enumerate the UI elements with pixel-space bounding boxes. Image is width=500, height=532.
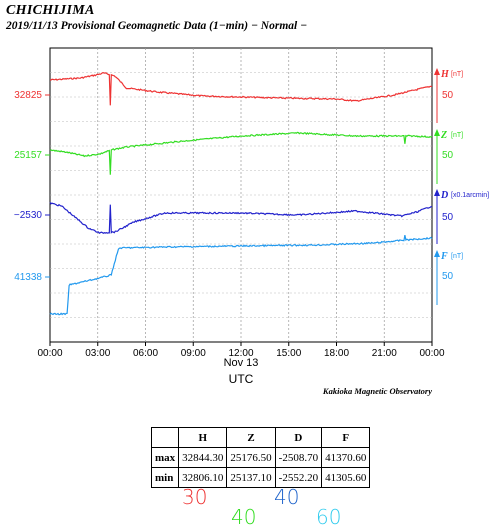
scale-label-z: 50: [442, 150, 454, 161]
stats-header-cell: [150, 427, 180, 448]
series-unit-f: [nT]: [451, 253, 463, 260]
scale-legend-h: 30: [182, 485, 208, 509]
x-tick-label: 09:00: [181, 348, 206, 359]
series-letter-f: F: [440, 251, 448, 262]
stats-header-cell: D: [274, 427, 323, 448]
stats-row-min: min 32806.10 25137.10 -2552.20 41305.60: [150, 467, 371, 488]
stats-table: H Z D F max 32844.30 25176.50 -2508.70 4…: [150, 427, 371, 488]
x-tick-label: 12:00: [228, 348, 253, 359]
arrow-head-icon: [434, 68, 440, 75]
x-tick-label: 00:00: [37, 348, 62, 359]
series-unit-z: [nT]: [451, 132, 463, 139]
station-title: CHICHIJIMA: [6, 3, 95, 18]
scale-label-h: 50: [442, 90, 454, 101]
stats-cell: 25176.50: [226, 447, 276, 468]
series-line-d: [49, 202, 433, 235]
stats-cell: 25137.10: [226, 467, 276, 488]
base-label-f: 41338: [14, 272, 42, 283]
scale-label-f: 50: [442, 271, 454, 282]
base-label-z: 25157: [14, 150, 42, 161]
stats-cell: 41305.60: [321, 467, 371, 488]
stats-cell: 41370.60: [321, 447, 371, 468]
series-line-f: [49, 234, 433, 316]
series-letter-d: D: [440, 190, 448, 201]
stats-cell: min: [150, 467, 180, 488]
scale-legend-d: 40: [274, 485, 300, 509]
stats-header-cell: H: [178, 427, 228, 448]
x-tick-label: 03:00: [85, 348, 110, 359]
x-date-label: Nov 13: [224, 357, 259, 369]
stats-cell: -2552.20: [274, 467, 323, 488]
stats-cell: -2508.70: [274, 447, 323, 468]
arrow-head-icon: [434, 250, 440, 257]
credit-label: Kakioka Magnetic Observatory: [322, 386, 432, 396]
base-label-d: −2530: [14, 210, 43, 221]
base-label-h: 32825: [14, 90, 42, 101]
series-line-z: [49, 131, 433, 175]
arrow-head-icon: [434, 189, 440, 196]
stats-header-row: H Z D F: [150, 427, 371, 448]
x-tick-labels: 00:00 03:00 06:00 09:00 12:00 15:00 18:00 21:00…: [37, 342, 445, 359]
series-unit-h: [nT]: [451, 71, 463, 78]
stats-header-cell: Z: [226, 427, 276, 448]
series-labels: 32825 50H [nT]25157 50Z [nT]−2530 50D [x0.1arc…: [14, 68, 489, 305]
stats-cell: 32806.10: [178, 467, 228, 488]
series-letter-h: H: [440, 69, 450, 80]
x-tick-label: 21:00: [372, 348, 397, 359]
scale-legend-f: 60: [316, 505, 342, 529]
scale-label-d: 50: [442, 212, 454, 223]
stats-header-cell: F: [321, 427, 371, 448]
scale-legend-z: 40: [231, 505, 257, 529]
series-unit-d: [x0.1arcmin]: [451, 192, 489, 199]
magnetogram-chart: 00:00 03:00 06:00 09:00 12:00 15:00 18:00 21:00…: [14, 47, 489, 396]
stats-cell: 32844.30: [178, 447, 228, 468]
x-tick-label: 18:00: [324, 348, 349, 359]
arrow-head-icon: [434, 129, 440, 136]
x-tick-label: 15:00: [276, 348, 301, 359]
series-line-h: [50, 72, 433, 106]
stats-cell: max: [150, 447, 180, 468]
stats-row-max: max 32844.30 25176.50 -2508.70 41370.60: [150, 447, 371, 468]
x-tick-label: 06:00: [133, 348, 158, 359]
chart-subtitle: 2019/11/13 Provisional Geomagnetic Data …: [6, 20, 308, 32]
x-tick-label: 00:00: [419, 348, 444, 359]
series-letter-z: Z: [440, 130, 447, 141]
data-series: [49, 72, 433, 316]
x-axis-label: UTC: [229, 372, 254, 386]
gridlines: [50, 48, 432, 342]
